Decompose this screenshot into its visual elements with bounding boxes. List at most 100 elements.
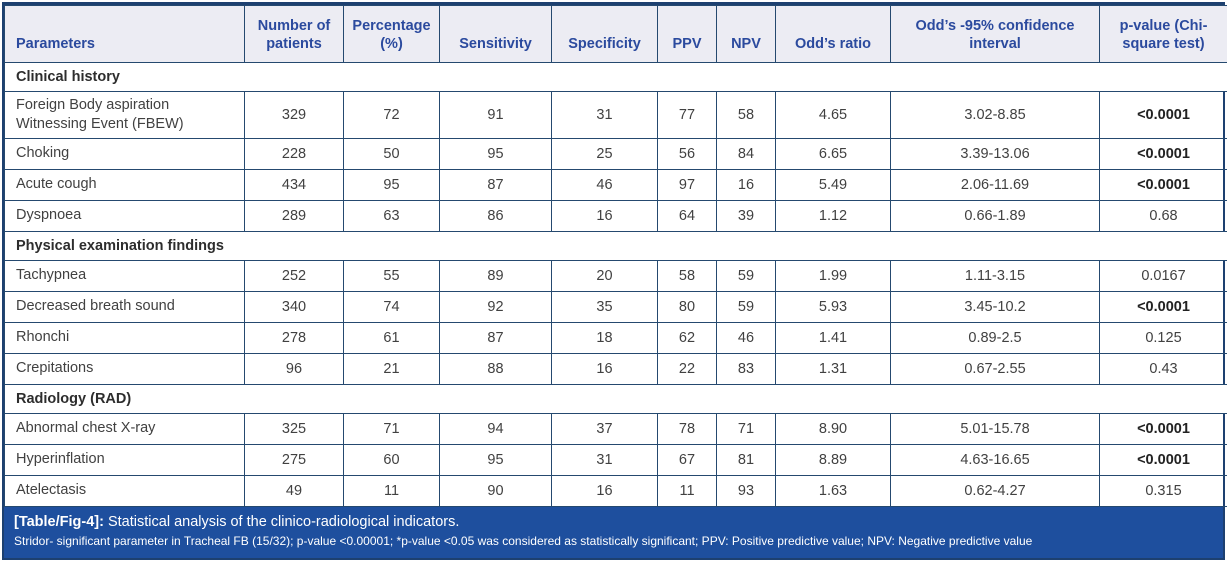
value-cell: 16 <box>551 352 658 385</box>
column-header-npv: NPV <box>716 5 776 63</box>
p-value-cell: <0.0001 <box>1099 137 1227 170</box>
value-cell: 25 <box>551 137 658 170</box>
value-cell: 89 <box>439 259 552 292</box>
value-cell: 55 <box>343 259 440 292</box>
column-header-odd-s-95-confidence-interval: Odd’s -95% confidence interval <box>890 5 1100 63</box>
table-row: Dyspnoea 289 63 86 16 64 39 1.12 0.66-1.89 0.68 <box>4 199 1227 232</box>
value-cell: 37 <box>551 412 658 445</box>
value-cell: 18 <box>551 321 658 354</box>
value-cell: 3.39-13.06 <box>890 137 1100 170</box>
table-caption: [Table/Fig-4]: Statistical analysis of t… <box>4 506 1223 558</box>
p-value-cell: <0.0001 <box>1099 290 1227 323</box>
value-cell: 2.06-11.69 <box>890 168 1100 201</box>
value-cell: 5.49 <box>775 168 891 201</box>
table-row: Abnormal chest X-ray 325 71 94 37 78 71 8.90 5.0… <box>4 412 1227 445</box>
value-cell: 278 <box>244 321 344 354</box>
p-value-cell: 0.0167 <box>1099 259 1227 292</box>
value-cell: 67 <box>657 443 717 476</box>
table-fig-label: [Table/Fig-4]: <box>14 513 104 530</box>
table-row: Foreign Body aspiration Witnessing Event… <box>4 91 1227 139</box>
parameter-cell: Acute cough <box>4 168 245 201</box>
parameter-cell: Rhonchi <box>4 321 245 354</box>
table-row: Tachypnea 252 55 89 20 58 59 1.99 1.11-3.15 0.016… <box>4 259 1227 292</box>
value-cell: 96 <box>244 352 344 385</box>
value-cell: 1.99 <box>775 259 891 292</box>
table-row: Choking 228 50 95 25 56 84 6.65 3.39-13.06 <0.000… <box>4 137 1227 170</box>
value-cell: 434 <box>244 168 344 201</box>
p-value-cell: 0.125 <box>1099 321 1227 354</box>
column-header-ppv: PPV <box>657 5 717 63</box>
value-cell: 61 <box>343 321 440 354</box>
table-row: Crepitations 96 21 88 16 22 83 1.31 0.67-2.55 0.4… <box>4 352 1227 385</box>
p-value-cell: 0.43 <box>1099 352 1227 385</box>
value-cell: 0.62-4.27 <box>890 474 1100 507</box>
p-value-cell: <0.0001 <box>1099 91 1227 139</box>
caption-title: Statistical analysis of the clinico-radi… <box>107 513 460 530</box>
value-cell: 59 <box>716 290 776 323</box>
value-cell: 77 <box>657 91 717 139</box>
section-header-physical-examination-findings: Physical examination findings <box>4 230 1227 261</box>
value-cell: 63 <box>343 199 440 232</box>
value-cell: 0.66-1.89 <box>890 199 1100 232</box>
value-cell: 4.65 <box>775 91 891 139</box>
value-cell: 16 <box>551 199 658 232</box>
value-cell: 1.12 <box>775 199 891 232</box>
statistics-table: Parameters Number of patients Percentage (… <box>4 5 1227 507</box>
value-cell: 95 <box>439 137 552 170</box>
section-row: Radiology (RAD) <box>4 383 1227 414</box>
value-cell: 78 <box>657 412 717 445</box>
value-cell: 97 <box>657 168 717 201</box>
column-header-parameters: Parameters <box>4 5 245 63</box>
section-header-clinical-history: Clinical history <box>4 62 1227 92</box>
value-cell: 90 <box>439 474 552 507</box>
p-value-cell: <0.0001 <box>1099 412 1227 445</box>
column-header-number-of-patients: Number of patients <box>244 5 344 63</box>
value-cell: 62 <box>657 321 717 354</box>
value-cell: 49 <box>244 474 344 507</box>
value-cell: 3.45-10.2 <box>890 290 1100 323</box>
parameter-cell: Hyperinflation <box>4 443 245 476</box>
header-row: Parameters Number of patients Percentage (… <box>4 5 1227 63</box>
value-cell: 92 <box>439 290 552 323</box>
value-cell: 5.01-15.78 <box>890 412 1100 445</box>
table-body: Clinical history Foreign Body aspiration … <box>4 62 1227 507</box>
column-header-odd-s-ratio: Odd’s ratio <box>775 5 891 63</box>
table-row: Atelectasis 49 11 90 16 11 93 1.63 0.62-4.27 0.31… <box>4 474 1227 507</box>
parameter-cell: Dyspnoea <box>4 199 245 232</box>
parameter-cell: Atelectasis <box>4 474 245 507</box>
value-cell: 20 <box>551 259 658 292</box>
p-value-cell: 0.68 <box>1099 199 1227 232</box>
value-cell: 60 <box>343 443 440 476</box>
value-cell: 8.90 <box>775 412 891 445</box>
section-row: Physical examination findings <box>4 230 1227 261</box>
value-cell: 21 <box>343 352 440 385</box>
parameter-cell: Choking <box>4 137 245 170</box>
value-cell: 91 <box>439 91 552 139</box>
parameter-cell: Decreased breath sound <box>4 290 245 323</box>
table-row: Decreased breath sound 340 74 92 35 80 59 5.93 3… <box>4 290 1227 323</box>
value-cell: 329 <box>244 91 344 139</box>
value-cell: 87 <box>439 168 552 201</box>
value-cell: 46 <box>551 168 658 201</box>
value-cell: 56 <box>657 137 717 170</box>
value-cell: 340 <box>244 290 344 323</box>
value-cell: 1.41 <box>775 321 891 354</box>
value-cell: 88 <box>439 352 552 385</box>
column-header-sensitivity: Sensitivity <box>439 5 552 63</box>
p-value-cell: <0.0001 <box>1099 443 1227 476</box>
value-cell: 8.89 <box>775 443 891 476</box>
value-cell: 81 <box>716 443 776 476</box>
caption-title-line: [Table/Fig-4]: Statistical analysis of t… <box>14 513 1213 532</box>
value-cell: 1.11-3.15 <box>890 259 1100 292</box>
table-row: Rhonchi 278 61 87 18 62 46 1.41 0.89-2.5 0.125 <box>4 321 1227 354</box>
p-value-cell: 0.315 <box>1099 474 1227 507</box>
caption-footnote: Stridor- significant parameter in Trache… <box>14 533 1033 548</box>
value-cell: 11 <box>657 474 717 507</box>
value-cell: 84 <box>716 137 776 170</box>
p-value-cell: <0.0001 <box>1099 168 1227 201</box>
value-cell: 58 <box>716 91 776 139</box>
value-cell: 83 <box>716 352 776 385</box>
value-cell: 31 <box>551 443 658 476</box>
value-cell: 11 <box>343 474 440 507</box>
